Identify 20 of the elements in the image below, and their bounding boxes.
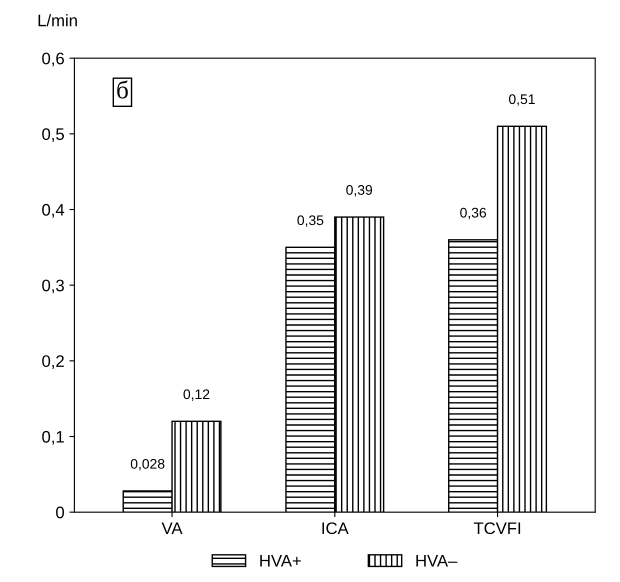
y-axis-title: L/min (38, 14, 77, 26)
data-label: 0,51 (508, 94, 535, 106)
annotation: б (117, 80, 128, 98)
data-label: 0,028 (130, 458, 164, 470)
data-label: 0,39 (346, 185, 372, 197)
y-tick-label: 0,4 (42, 204, 64, 218)
y-tick-label: 0,5 (42, 128, 64, 142)
y-tick-label: 0,2 (42, 355, 64, 370)
legend-label: HVA– (416, 555, 458, 566)
y-tick-label: 0,1 (42, 430, 64, 445)
y-tick-label: 0,6 (42, 52, 64, 66)
x-tick-label: ICA (322, 522, 349, 534)
y-tick-label: 0,3 (42, 280, 64, 294)
x-tick-label: VA (162, 522, 183, 534)
data-label: 0,35 (297, 215, 324, 227)
y-tick-label: 0 (56, 506, 64, 518)
legend-label: HVA+ (260, 555, 301, 566)
x-tick-label: TCVFI (474, 522, 520, 534)
data-label: 0,36 (460, 208, 486, 220)
data-label: 0,12 (183, 389, 210, 401)
